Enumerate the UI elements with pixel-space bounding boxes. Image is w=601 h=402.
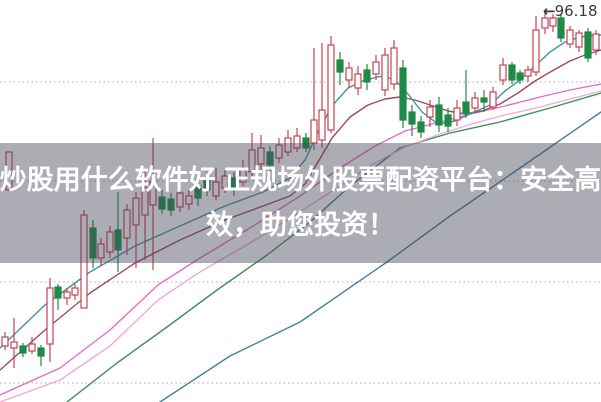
candle bbox=[516, 70, 524, 84]
ma-magenta-line bbox=[0, 83, 601, 396]
candle bbox=[310, 48, 318, 150]
candle bbox=[435, 97, 443, 132]
candle bbox=[149, 138, 157, 270]
price-annotation: ←96.18 bbox=[543, 2, 598, 20]
candle bbox=[28, 337, 36, 354]
candle bbox=[354, 66, 362, 95]
candle bbox=[444, 108, 452, 132]
candle bbox=[5, 151, 13, 191]
candle bbox=[203, 172, 211, 196]
candle bbox=[293, 128, 301, 152]
candle bbox=[248, 133, 256, 176]
price-label: 96.18 bbox=[554, 2, 598, 20]
candle bbox=[63, 288, 71, 305]
promo-banner-overlay: 炒股用什么软件好 正规场外股票配资平台：安全高 效，助您投资！ bbox=[0, 143, 601, 263]
candle bbox=[37, 345, 45, 366]
candle bbox=[302, 133, 310, 152]
candle bbox=[80, 210, 88, 309]
candle bbox=[372, 55, 380, 80]
promo-text-line-2: 效，助您投资！ bbox=[206, 210, 395, 240]
candle bbox=[275, 138, 283, 163]
candle bbox=[381, 48, 389, 96]
candle bbox=[408, 105, 416, 136]
candle bbox=[462, 70, 470, 118]
candle bbox=[132, 192, 140, 268]
candle bbox=[453, 100, 461, 126]
candle bbox=[97, 238, 105, 266]
candle bbox=[541, 11, 549, 34]
candle bbox=[54, 284, 62, 310]
candle bbox=[566, 26, 574, 48]
candle bbox=[390, 40, 398, 90]
candle bbox=[106, 226, 114, 258]
candle bbox=[584, 28, 592, 62]
candle bbox=[345, 62, 353, 88]
ma-maroon-line bbox=[0, 49, 601, 371]
candle bbox=[426, 100, 434, 127]
promo-text-line-1: 炒股用什么软件好 正规场外股票配资平台：安全高 bbox=[0, 165, 601, 195]
ma-palepink-line bbox=[0, 90, 601, 402]
candle bbox=[489, 87, 497, 110]
candle bbox=[185, 190, 193, 210]
ma-green-line bbox=[66, 92, 601, 402]
candle bbox=[19, 343, 27, 357]
candle bbox=[71, 284, 79, 300]
candle bbox=[480, 90, 488, 112]
candle bbox=[221, 170, 229, 193]
candle bbox=[508, 62, 516, 84]
candle bbox=[1, 332, 9, 350]
candle bbox=[46, 278, 54, 362]
candle bbox=[318, 43, 326, 148]
candle bbox=[167, 193, 175, 216]
candle bbox=[524, 66, 532, 82]
candle bbox=[239, 160, 247, 186]
candle bbox=[575, 30, 583, 52]
candle bbox=[557, 15, 565, 42]
candle bbox=[363, 64, 371, 90]
candle bbox=[158, 190, 166, 214]
candle bbox=[592, 30, 600, 55]
candle bbox=[176, 186, 184, 212]
candle bbox=[417, 116, 425, 138]
candle bbox=[141, 170, 149, 260]
candle bbox=[284, 130, 292, 156]
candle bbox=[336, 52, 344, 85]
candle bbox=[10, 318, 18, 368]
candle bbox=[257, 135, 265, 170]
candle bbox=[532, 16, 540, 76]
candle bbox=[230, 172, 238, 196]
candle bbox=[89, 220, 97, 268]
candle bbox=[266, 146, 274, 172]
candle bbox=[212, 168, 220, 200]
candle bbox=[194, 182, 202, 206]
candle bbox=[114, 192, 122, 272]
candle bbox=[549, 14, 557, 32]
candle bbox=[123, 204, 131, 255]
ma-steelblue-line bbox=[159, 111, 601, 402]
candle bbox=[471, 92, 479, 113]
candle bbox=[327, 36, 335, 133]
left-arrow-icon: ← bbox=[543, 2, 556, 20]
candle bbox=[399, 60, 407, 128]
candle bbox=[499, 58, 507, 85]
